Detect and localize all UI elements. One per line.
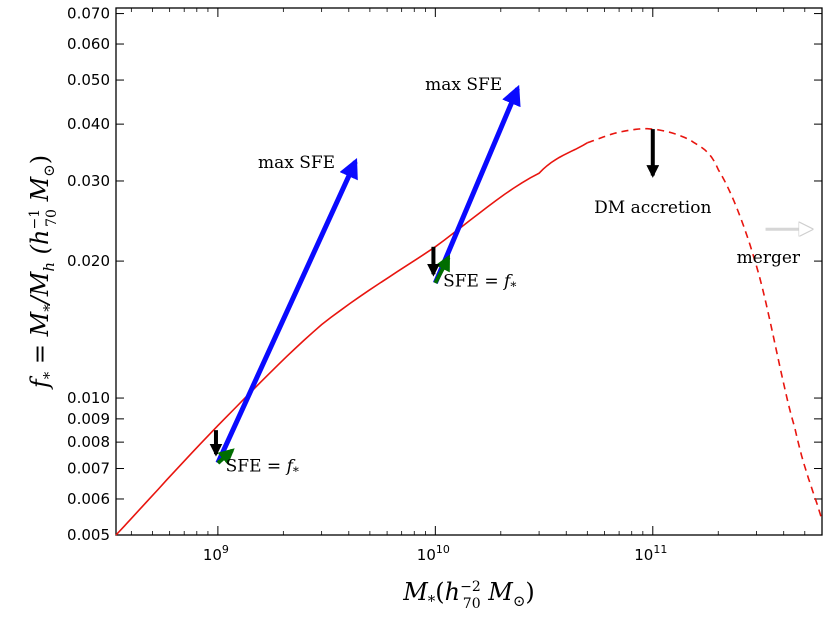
x-axis-title: M*(h−2 70 M⊙) <box>402 578 535 612</box>
curve-dashed <box>587 127 823 521</box>
y-tick-label: 0.040 <box>67 115 110 133</box>
plot-frame <box>115 7 823 536</box>
y-tick-label: 0.010 <box>67 389 110 407</box>
x-tick-label: 1011 <box>634 543 667 564</box>
x-tick-label: 109 <box>203 543 229 564</box>
y-tick-label: 0.060 <box>67 35 110 53</box>
annot-sfe-1: SFE = f* <box>226 456 299 478</box>
x-tick-label: 1010 <box>417 543 450 564</box>
curve-solid <box>115 142 588 536</box>
annot-merger: merger <box>737 248 801 268</box>
y-tick-label: 0.006 <box>67 490 110 508</box>
y-axis-title: f* = M*/Mh (h−170 M⊙) <box>26 155 60 390</box>
y-axis-title-group: f* = M*/Mh (h−170 M⊙) <box>26 155 60 390</box>
max-sfe-arrow-1e9 <box>215 158 358 464</box>
y-tick-label: 0.005 <box>67 526 110 544</box>
y-tick-label: 0.050 <box>67 71 110 89</box>
annot-dm-accretion: DM accretion <box>594 198 711 218</box>
y-tick-label: 0.009 <box>67 410 110 428</box>
y-tick-label: 0.020 <box>67 252 110 270</box>
y-tick-label: 0.007 <box>67 460 110 478</box>
y-tick-label: 0.030 <box>67 172 110 190</box>
annot-max-sfe-2: max SFE <box>425 75 502 95</box>
sfe-arrow-1e10 <box>433 254 451 284</box>
annot-sfe-2: SFE = f* <box>443 271 516 293</box>
annot-max-sfe-1: max SFE <box>258 153 335 173</box>
y-tick-label: 0.008 <box>67 433 110 451</box>
max-sfe-arrow-1e10 <box>433 84 521 284</box>
y-tick-label: 0.070 <box>67 5 110 23</box>
sfe-arrow-1e9 <box>216 448 235 465</box>
